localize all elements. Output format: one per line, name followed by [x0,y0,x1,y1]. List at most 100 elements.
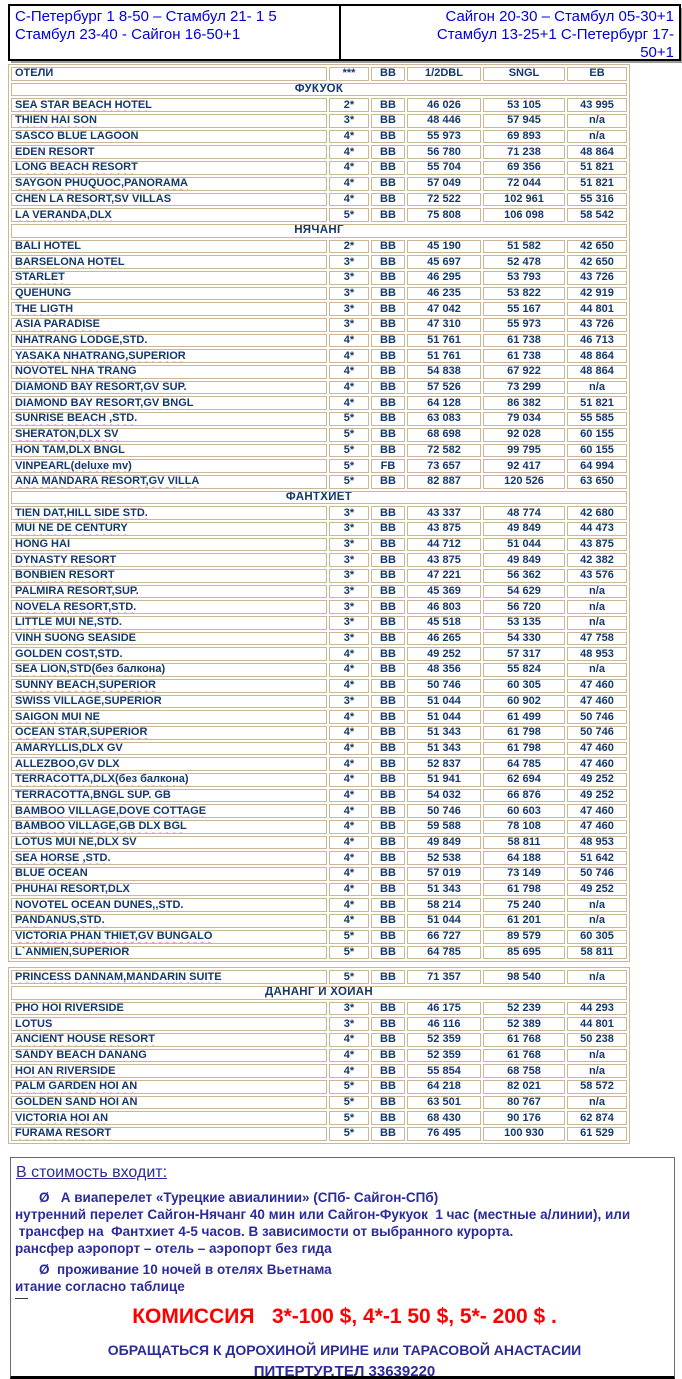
hotel-name-cell: BALI HOTEL [11,239,327,254]
price-eb-cell: 48 864 [567,365,627,379]
price-sngl-cell: 100 930 [483,1127,565,1141]
table-row: VINH SUONG SEASIDE 3* BB 46 265 54 330 47 758 [11,631,627,646]
hotel-name-cell: NOVOTEL OCEAN DUNES,,STD. [11,898,327,913]
meal-plan-cell: BB [371,474,405,489]
stars-cell: 3* [329,1001,369,1016]
table-row: ANCIENT HOUSE RESORT 4* BB 52 359 61 768 50 2… [11,1032,627,1047]
price-sngl-cell: 61 738 [483,349,565,364]
hotel-name-cell: PHUHAI RESORT,DLX [11,882,327,897]
table-row: PHO HOI RIVERSIDE 3* BB 46 175 52 239 44 293 [11,1001,627,1016]
price-1-2dbl-cell: 57 049 [407,176,481,191]
price-eb-cell: 43 576 [567,569,627,583]
price-sngl-cell: 89 579 [483,929,565,944]
meal-plan-cell: BB [371,929,405,944]
price-1-2dbl-cell: 51 044 [407,914,481,928]
hotel-name-cell: SWISS VILLAGE,SUPERIOR [11,694,327,709]
price-eb-cell: n/a [567,616,627,630]
price-sngl-cell: 60 603 [483,804,565,818]
price-1-2dbl-cell: 47 221 [407,569,481,583]
price-sngl-cell: 71 238 [483,145,565,160]
price-1-2dbl-cell: 54 838 [407,365,481,379]
price-sngl-cell: 53 793 [483,270,565,285]
price-sngl-cell: 57 317 [483,647,565,662]
table-row: SAYGON PHUQUOC,PANORAMA 4* BB 57 049 72 044 5… [11,176,627,191]
price-sngl-cell: 67 922 [483,365,565,379]
price-sngl-cell: 64 785 [483,757,565,771]
price-eb-cell: n/a [567,600,627,615]
included-bullet-line: Ø А виаперелет «Турецкие авиалинии» (СПб… [39,1189,439,1205]
price-1-2dbl-cell: 46 235 [407,286,481,301]
meal-plan-cell: BB [371,553,405,567]
column-header-hotels: ОТЕЛИ [11,67,327,81]
meal-plan-cell: BB [371,145,405,160]
price-1-2dbl-cell: 64 218 [407,1080,481,1094]
hotel-name-cell: PALM GARDEN HOI AN [11,1080,327,1094]
hotel-price-table-main: ОТЕЛИ *** BB 1/2DBL SNGL EB ФУКУОК SEA STAR BEA… [8,64,682,963]
price-1-2dbl-cell: 48 446 [407,114,481,128]
table-row: BLUE OCEAN 4* BB 57 019 73 149 50 746 [11,867,627,881]
meal-plan-cell: BB [371,1080,405,1094]
meal-plan-cell: BB [371,882,405,897]
price-1-2dbl-cell: 45 518 [407,616,481,630]
stars-cell: 4* [329,192,369,207]
hotel-name-cell: PHO HOI RIVERSIDE [11,1001,327,1016]
price-eb-cell: n/a [567,1048,627,1063]
price-sngl-cell: 55 973 [483,318,565,332]
stars-cell: 2* [329,239,369,254]
price-1-2dbl-cell: 46 116 [407,1017,481,1031]
meal-plan-cell: BB [371,835,405,850]
hotel-name-cell: ALLEZBOO,GV DLX [11,757,327,771]
meal-plan-cell: BB [371,192,405,207]
stars-cell: 4* [329,129,369,144]
price-1-2dbl-cell: 46 803 [407,600,481,615]
included-text-line: нутренний перелет Сайгон-Нячанг 40 мин и… [15,1206,631,1222]
stars-cell: 5* [329,929,369,944]
price-1-2dbl-cell: 49 252 [407,647,481,662]
hotel-name-cell: BARSELONA HOTEL [11,255,327,269]
price-eb-cell: 50 746 [567,725,627,740]
meal-plan-cell: BB [371,741,405,756]
hotel-name-cell: QUEHUNG [11,286,327,301]
hotel-name-cell: OCEAN STAR,SUPERIOR [11,725,327,740]
stars-cell: 4* [329,914,369,928]
price-eb-cell: 62 874 [567,1111,627,1126]
hotel-name-cell: ANA MANDARA RESORT,GV VILLA [11,474,327,489]
included-text-line: рансфер аэропорт – отель – аэропорт без … [15,1240,332,1256]
hotel-name-cell: LOTUS MUI NE,DLX SV [11,835,327,850]
price-sngl-cell: 98 540 [483,970,565,984]
table-row: TERRACOTTA,BNGL SUP. GB 4* BB 54 032 66 876 4… [11,788,627,803]
price-eb-cell: 47 460 [567,820,627,834]
divider-tick [15,1297,28,1299]
meal-plan-cell: BB [371,647,405,662]
hotel-name-cell: MUI NE DE CENTURY [11,521,327,536]
table-row: GOLDEN COST,STD. 4* BB 49 252 57 317 48 953 [11,647,627,662]
price-sngl-cell: 106 098 [483,208,565,222]
price-sngl-cell: 60 902 [483,694,565,709]
price-sngl-cell: 61 738 [483,333,565,348]
meal-plan-cell: BB [371,772,405,787]
price-eb-cell: n/a [567,129,627,144]
price-eb-cell: 48 864 [567,349,627,364]
price-1-2dbl-cell: 66 727 [407,929,481,944]
hotel-name-cell: NOVOTEL NHA TRANG [11,365,327,379]
hotel-name-cell: LONG BEACH RESORT [11,161,327,175]
table-row: SEA STAR BEACH HOTEL 2* BB 46 026 53 105 43 9… [11,98,627,113]
hotel-name-cell: LA VERANDA,DLX [11,208,327,222]
price-1-2dbl-cell: 51 941 [407,772,481,787]
table-row: EDEN RESORT 4* BB 56 780 71 238 48 864 [11,145,627,160]
price-1-2dbl-cell: 55 854 [407,1064,481,1078]
price-sngl-cell: 51 582 [483,239,565,254]
price-sngl-cell: 68 758 [483,1064,565,1078]
table-row: BAMBOO VILLAGE,DOVE COTTAGE 4* BB 50 746 60 … [11,804,627,818]
stars-cell: 4* [329,380,369,395]
stars-cell: 4* [329,678,369,693]
stars-cell: 4* [329,1032,369,1047]
hotel-name-cell: PRINCESS DANNAM,MANDARIN SUITE [11,970,327,984]
section-header-row: ФУКУОК [11,82,627,97]
price-eb-cell: n/a [567,1064,627,1078]
price-sngl-cell: 64 188 [483,851,565,866]
price-sngl-cell: 72 044 [483,176,565,191]
table-row: LONG BEACH RESORT 4* BB 55 704 69 356 51 821 [11,161,627,175]
table-row: SASCO BLUE LAGOON 4* BB 55 973 69 893 n/a [11,129,627,144]
price-1-2dbl-cell: 56 780 [407,145,481,160]
